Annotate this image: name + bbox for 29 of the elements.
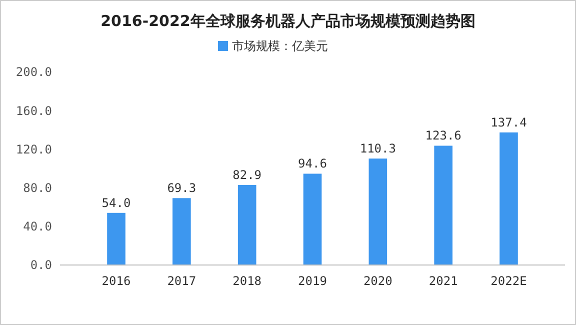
y-tick-label: 160.0 [16, 104, 52, 118]
bar [107, 212, 126, 265]
data-label: 82.9 [232, 168, 262, 182]
bar [238, 185, 256, 265]
x-tick-label: 2016 [102, 274, 131, 288]
bar [368, 158, 388, 265]
data-label: 54.0 [102, 196, 131, 210]
bar [172, 198, 191, 265]
data-label: 123.6 [425, 128, 462, 143]
x-tick-label: 2021 [428, 274, 458, 288]
legend-label: 市场规模：亿美元 [232, 39, 328, 53]
bar [434, 146, 452, 265]
x-tick-label: 2018 [232, 274, 262, 288]
y-tick-label: 200.0 [16, 65, 52, 80]
y-tick-label: 40.0 [23, 220, 52, 234]
data-label: 110.3 [360, 142, 396, 156]
x-tick-label: 2022E [490, 274, 527, 288]
y-tick-label: 80.0 [23, 181, 52, 195]
bar [303, 174, 322, 265]
y-tick-label: 120.0 [16, 142, 52, 156]
data-label: 69.3 [167, 181, 196, 196]
bar [500, 132, 518, 265]
x-tick-label: 2017 [167, 274, 196, 288]
x-tick-label: 2020 [363, 274, 392, 288]
data-label: 94.6 [298, 156, 327, 171]
data-label: 137.4 [490, 115, 527, 130]
chart-title: 2016-2022年全球服务机器人产品市场规模预测趋势图 [100, 12, 476, 30]
x-tick-label: 2019 [298, 274, 327, 288]
y-tick-label: 0.0 [30, 258, 52, 272]
